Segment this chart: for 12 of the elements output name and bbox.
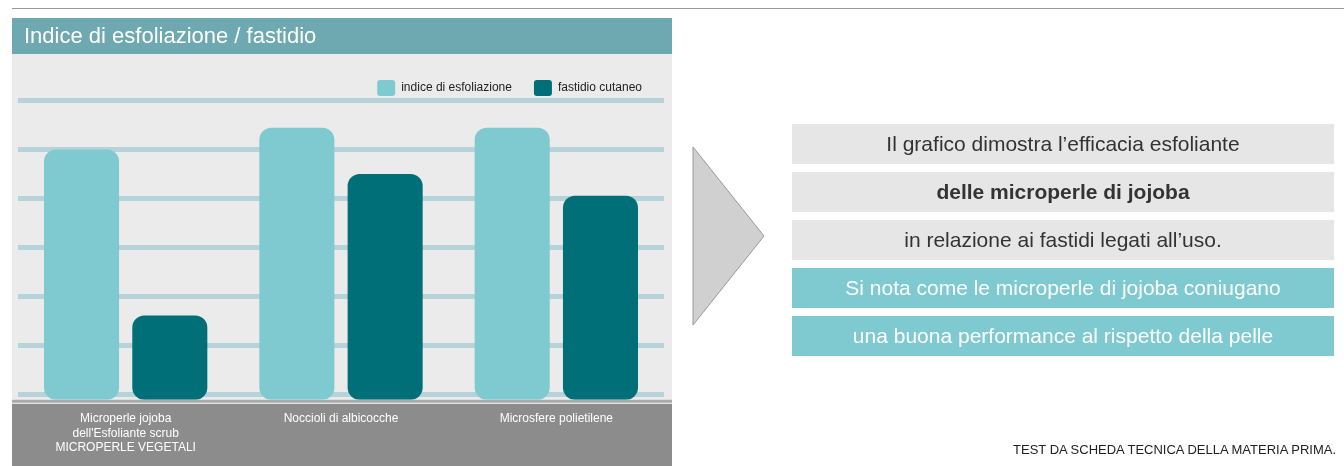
chart-title: Indice di esfoliazione / fastidio [12,18,672,54]
x-tick-label: Microsfere polietilene [499,411,614,426]
legend-label: indice di esfoliazione [401,80,513,95]
text: TEST DA SCHEDA TECNICA DELLA MATERIA PRIMA. [1013,442,1336,457]
text: Si nota come le microperle di jojoba coniugano [792,268,1334,308]
text: una buona performance al rispetto della pelle [792,316,1334,356]
text: Il grafico dimostra l’efficacia esfoliante [792,124,1334,164]
legend-label: fastidio cutaneo [557,80,643,95]
text: delle microperle di jojoba [792,172,1334,212]
x-tick-label: Microperle jojoba dell'Esfoliante scrub MICROPERLE VEGETALI [55,411,196,455]
x-tick-label: Noccioli di albicocche [283,411,399,426]
text: in relazione ai fastidi legati all’uso. [792,220,1334,260]
